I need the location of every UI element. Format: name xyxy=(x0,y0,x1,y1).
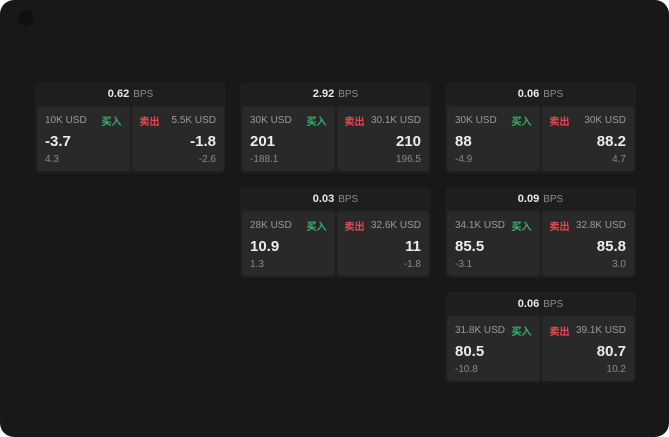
sell-sub-value: -1.8 xyxy=(403,259,421,270)
sell-price: 88.2 xyxy=(596,132,626,150)
sell-panel[interactable]: 卖出 32.8K USD 85.8 3.0 xyxy=(541,211,634,276)
card-body: 10K USD 买入 -3.7 4.3 卖出 5.5K USD -1.8 -2.… xyxy=(35,106,226,173)
sell-label: 卖出 xyxy=(139,117,160,128)
buy-label: 买入 xyxy=(101,117,122,128)
sell-label: 卖出 xyxy=(549,222,570,233)
buy-label: 买入 xyxy=(306,117,327,128)
buy-amount: 28K USD xyxy=(250,220,292,231)
buy-price: 88 xyxy=(455,132,472,150)
buy-panel[interactable]: 30K USD 买入 201 -188.1 xyxy=(242,106,335,171)
spread-value: 0.09 xyxy=(517,193,540,205)
sell-amount: 32.6K USD xyxy=(370,220,421,231)
sell-sub-value: 10.2 xyxy=(606,364,626,375)
spread-header: 2.92 BPS xyxy=(240,82,431,106)
spread-card: 0.62 BPS 10K USD 买入 -3.7 4.3 卖出 5.5K USD xyxy=(35,82,226,173)
sell-amount: 32.8K USD xyxy=(575,220,626,231)
sell-price: 80.7 xyxy=(596,342,626,360)
buy-panel[interactable]: 31.8K USD 买入 80.5 -10.8 xyxy=(447,316,540,381)
spread-value: 0.62 xyxy=(107,88,130,100)
bps-label: BPS xyxy=(543,298,564,310)
sell-label: 卖出 xyxy=(344,117,365,128)
buy-amount: 30K USD xyxy=(250,115,292,126)
buy-price: 80.5 xyxy=(455,342,485,360)
buy-price: 201 xyxy=(250,132,276,150)
sell-amount: 30K USD xyxy=(584,115,626,126)
sell-panel[interactable]: 卖出 30.1K USD 210 196.5 xyxy=(336,106,429,171)
buy-label: 买入 xyxy=(306,222,327,233)
spread-header: 0.03 BPS xyxy=(240,187,431,211)
sell-price: -1.8 xyxy=(190,132,216,150)
sell-amount: 5.5K USD xyxy=(171,115,216,126)
sell-amount: 30.1K USD xyxy=(370,115,421,126)
sell-panel[interactable]: 卖出 39.1K USD 80.7 10.2 xyxy=(541,316,634,381)
spread-header: 0.62 BPS xyxy=(35,82,226,106)
buy-label: 买入 xyxy=(511,222,532,233)
buy-sub-value: 1.3 xyxy=(250,259,264,270)
buy-amount: 10K USD xyxy=(45,115,87,126)
logo-dot xyxy=(18,10,34,26)
card-body: 30K USD 买入 201 -188.1 卖出 30.1K USD 210 1… xyxy=(240,106,431,173)
sell-label: 卖出 xyxy=(549,117,570,128)
bps-label: BPS xyxy=(338,193,359,205)
buy-sub-value: -4.9 xyxy=(455,154,473,165)
buy-label: 买入 xyxy=(511,327,532,338)
card-body: 28K USD 买入 10.9 1.3 卖出 32.6K USD 11 -1.8 xyxy=(240,211,431,278)
spread-card: 0.06 BPS 30K USD 买入 88 -4.9 卖出 30K USD xyxy=(445,82,636,173)
sell-sub-value: 4.7 xyxy=(612,154,626,165)
sell-label: 卖出 xyxy=(344,222,365,233)
buy-amount: 34.1K USD xyxy=(455,220,506,231)
spread-header: 0.09 BPS xyxy=(445,187,636,211)
spread-card: 0.09 BPS 34.1K USD 买入 85.5 -3.1 卖出 32.8K… xyxy=(445,187,636,278)
sell-price: 11 xyxy=(405,237,421,255)
spread-value: 0.03 xyxy=(312,193,335,205)
buy-price: 10.9 xyxy=(250,237,280,255)
spread-card: 0.03 BPS 28K USD 买入 10.9 1.3 卖出 32.6K US… xyxy=(240,187,431,278)
sell-panel[interactable]: 卖出 32.6K USD 11 -1.8 xyxy=(336,211,429,276)
buy-sub-value: -188.1 xyxy=(250,154,279,165)
buy-amount: 30K USD xyxy=(455,115,497,126)
sell-sub-value: 196.5 xyxy=(395,154,421,165)
sell-amount: 39.1K USD xyxy=(575,325,626,336)
buy-amount: 31.8K USD xyxy=(455,325,506,336)
buy-label: 买入 xyxy=(511,117,532,128)
buy-price: 85.5 xyxy=(455,237,485,255)
bps-label: BPS xyxy=(133,88,154,100)
buy-panel[interactable]: 10K USD 买入 -3.7 4.3 xyxy=(37,106,130,171)
card-body: 31.8K USD 买入 80.5 -10.8 卖出 39.1K USD 80.… xyxy=(445,316,636,383)
sell-price: 85.8 xyxy=(596,237,626,255)
spread-value: 0.06 xyxy=(517,88,540,100)
buy-price: -3.7 xyxy=(45,132,71,150)
card-body: 34.1K USD 买入 85.5 -3.1 卖出 32.8K USD 85.8… xyxy=(445,211,636,278)
card-body: 30K USD 买入 88 -4.9 卖出 30K USD 88.2 4.7 xyxy=(445,106,636,173)
spread-card: 2.92 BPS 30K USD 买入 201 -188.1 卖出 30.1K … xyxy=(240,82,431,173)
buy-sub-value: -3.1 xyxy=(455,259,473,270)
spread-card-grid: 0.62 BPS 10K USD 买入 -3.7 4.3 卖出 5.5K USD xyxy=(35,82,636,383)
buy-panel[interactable]: 30K USD 买入 88 -4.9 xyxy=(447,106,540,171)
sell-label: 卖出 xyxy=(549,327,570,338)
sell-sub-value: -2.6 xyxy=(198,154,216,165)
spread-header: 0.06 BPS xyxy=(445,82,636,106)
sell-panel[interactable]: 卖出 30K USD 88.2 4.7 xyxy=(541,106,634,171)
spread-value: 2.92 xyxy=(312,88,335,100)
spread-card: 0.06 BPS 31.8K USD 买入 80.5 -10.8 卖出 39.1… xyxy=(445,292,636,383)
bps-label: BPS xyxy=(338,88,359,100)
buy-sub-value: 4.3 xyxy=(45,154,59,165)
bps-label: BPS xyxy=(543,193,564,205)
sell-price: 210 xyxy=(395,132,421,150)
bps-label: BPS xyxy=(543,88,564,100)
sell-sub-value: 3.0 xyxy=(612,259,626,270)
buy-sub-value: -10.8 xyxy=(455,364,478,375)
buy-panel[interactable]: 28K USD 买入 10.9 1.3 xyxy=(242,211,335,276)
sell-panel[interactable]: 卖出 5.5K USD -1.8 -2.6 xyxy=(131,106,224,171)
spread-value: 0.06 xyxy=(517,298,540,310)
buy-panel[interactable]: 34.1K USD 买入 85.5 -3.1 xyxy=(447,211,540,276)
spread-header: 0.06 BPS xyxy=(445,292,636,316)
